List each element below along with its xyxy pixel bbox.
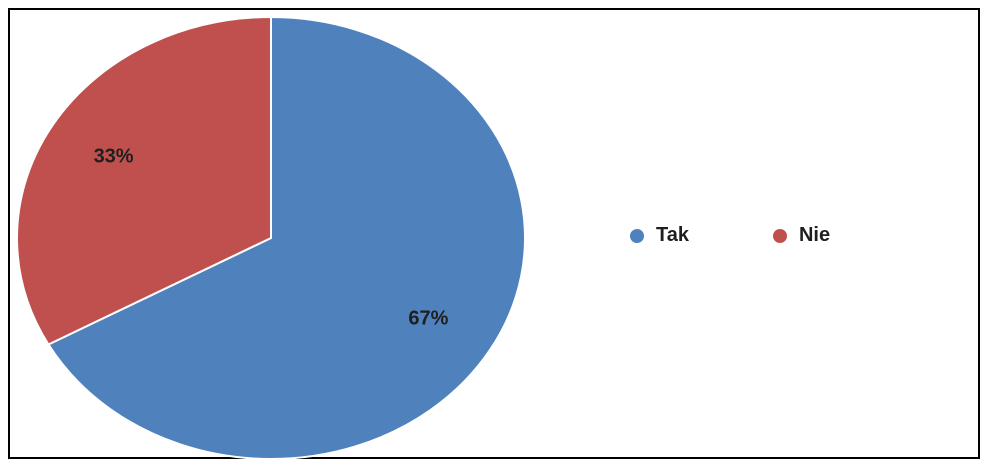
pie-slice-nie	[16, 15, 272, 346]
data-label-tak: 67%	[408, 307, 448, 329]
legend-label-tak: Tak	[656, 224, 689, 246]
legend-item-nie: Nie	[772, 224, 831, 247]
data-label-nie: 33%	[94, 145, 134, 167]
legend-swatch-nie	[772, 228, 787, 243]
legend: Tak Nie	[630, 224, 914, 247]
legend-item-tak: Tak	[630, 224, 689, 247]
legend-label-nie: Nie	[798, 224, 831, 246]
legend-swatch-tak	[630, 228, 644, 243]
pie-slice-tak	[46, 15, 526, 460]
